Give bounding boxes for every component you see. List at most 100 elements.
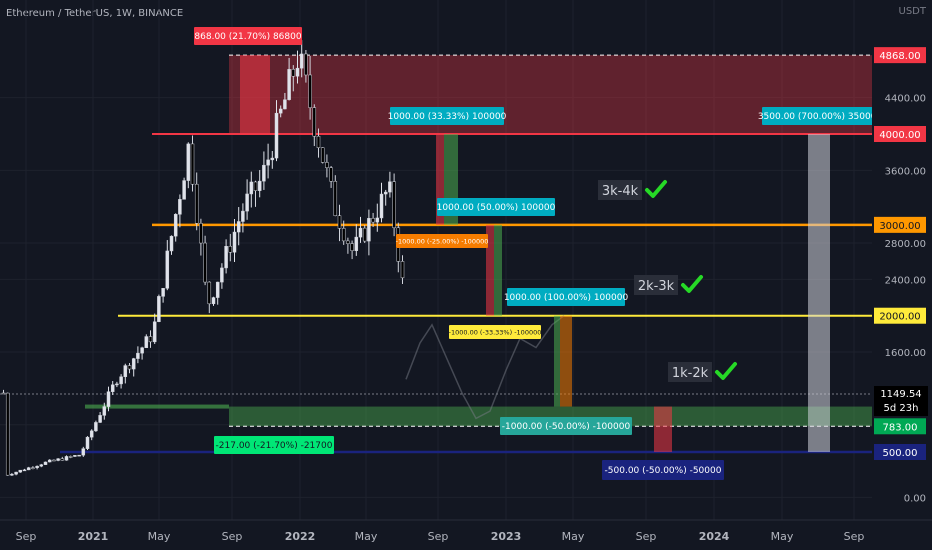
- candle: [178, 199, 182, 215]
- candle: [257, 180, 262, 191]
- price-label-bg: [874, 418, 926, 435]
- candle: [119, 376, 123, 385]
- measure-label-bg: [507, 288, 625, 306]
- measure-label-bg: [396, 234, 488, 248]
- price-tick: 3600.00: [885, 166, 926, 177]
- candle: [77, 454, 81, 457]
- support-line-left: [85, 404, 229, 409]
- measure-bar: [808, 134, 830, 452]
- candle: [346, 240, 350, 244]
- measure-label: -500.00 (-50.00%) -50000: [605, 466, 722, 476]
- candle: [203, 242, 207, 283]
- candle: [262, 164, 266, 182]
- zone-label-bg: [598, 180, 642, 200]
- candle: [194, 183, 199, 224]
- time-tick: 2023: [491, 530, 522, 543]
- candle: [320, 147, 325, 163]
- candle: [333, 181, 338, 216]
- candle: [367, 218, 371, 242]
- candle: [190, 143, 195, 185]
- measure-label: -1000.00 (-50.00%) -100000: [502, 422, 631, 432]
- candle: [85, 436, 90, 449]
- measure-label: -1000.00 (-25.00%) -100000: [396, 237, 489, 245]
- time-tick: 2022: [285, 530, 316, 543]
- candle: [220, 267, 224, 283]
- candle: [287, 69, 291, 100]
- price-label: 2000.00: [879, 312, 920, 323]
- candle: [127, 365, 132, 370]
- candle: [245, 193, 249, 212]
- time-tick: May: [771, 530, 794, 543]
- measure-label: 1000.00 (33.33%) 100000: [388, 112, 507, 122]
- price-label-bg: [874, 444, 926, 460]
- candle: [375, 217, 380, 223]
- candle: [64, 456, 69, 461]
- price-label: 4868.00: [879, 51, 920, 62]
- candle: [31, 467, 35, 469]
- candle: [35, 465, 39, 468]
- candle: [60, 458, 65, 461]
- price-tick: 4400.00: [885, 94, 926, 105]
- candle: [274, 112, 279, 159]
- candle: [325, 162, 329, 168]
- measure-bar: [240, 55, 270, 134]
- candle: [186, 143, 191, 181]
- candle: [148, 336, 153, 343]
- measure-bar: [654, 406, 672, 452]
- measure-label: 1000.00 (100.00%) 100000: [504, 293, 629, 303]
- candle: [392, 181, 396, 229]
- candle: [43, 461, 48, 465]
- candle: [236, 221, 241, 233]
- measure-label-bg: [214, 436, 334, 454]
- measure-label-bg: [449, 325, 541, 339]
- candle: [52, 459, 56, 462]
- symbol-title: Ethereum / TetherUS, 1W, BINANCE: [6, 8, 184, 19]
- candle: [14, 471, 18, 475]
- candle: [354, 236, 359, 251]
- measure-label: 1000.00 (50.00%) 100000: [437, 203, 556, 213]
- candle: [1, 392, 6, 395]
- time-tick: Sep: [636, 530, 657, 543]
- candle: [329, 167, 333, 182]
- measure-label-bg: [500, 417, 632, 435]
- price-label-bg: [874, 216, 926, 233]
- candle: [249, 181, 254, 195]
- measure-label-bg: [194, 27, 302, 45]
- price-label-bg: [874, 126, 926, 142]
- candle: [26, 467, 31, 471]
- candle: [211, 297, 216, 305]
- countdown: 5d 23h: [884, 403, 919, 414]
- candle: [161, 288, 165, 297]
- time-tick: Sep: [222, 530, 243, 543]
- candle: [371, 218, 375, 223]
- measure-bar: [494, 224, 502, 316]
- candle: [5, 392, 10, 476]
- time-tick: May: [148, 530, 171, 543]
- price-label: 783.00: [883, 422, 918, 433]
- candle: [295, 67, 300, 77]
- candle: [312, 107, 317, 137]
- candle: [98, 415, 102, 423]
- candle: [266, 159, 270, 166]
- time-tick: 2021: [78, 530, 109, 543]
- check-icon: [715, 362, 737, 380]
- candle: [341, 228, 346, 242]
- candle: [215, 281, 220, 298]
- candle: [169, 235, 174, 252]
- measure-label-bg: [437, 198, 555, 216]
- time-tick: Sep: [844, 530, 865, 543]
- candle: [278, 108, 283, 114]
- price-label: 500.00: [883, 448, 918, 459]
- axis-currency: USDT: [899, 6, 927, 17]
- candle: [270, 157, 275, 161]
- candle: [10, 473, 14, 476]
- price-tick: 2800.00: [885, 239, 926, 250]
- candle: [304, 53, 308, 76]
- price-label-bg: [874, 47, 926, 64]
- zone-label-bg: [634, 275, 678, 295]
- measure-bar: [560, 315, 572, 407]
- candle: [362, 227, 367, 242]
- measure-label: 3500.00 (700.00%) 350000: [758, 112, 883, 122]
